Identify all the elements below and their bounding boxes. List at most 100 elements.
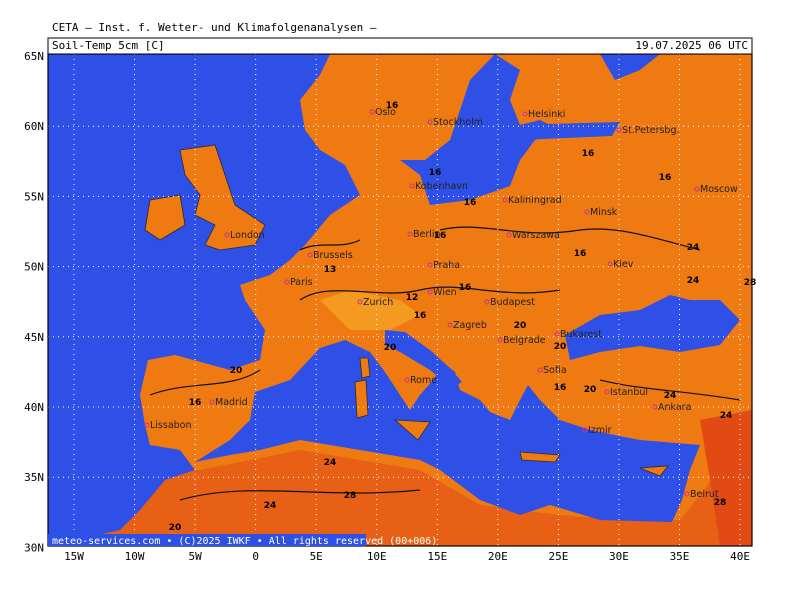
lat-label: 55N [24,190,44,203]
city-marker [484,299,490,305]
contour-label: 24 [687,276,700,286]
great-britain [179,144,266,251]
contour-label: 20 [514,321,527,331]
city-label: Istanbul [610,387,648,398]
contour-label: 16 [574,249,587,259]
city-label: Moscow [700,184,738,195]
city-label: Budapest [490,297,535,308]
title-bar [47,37,753,55]
lon-label: 25E [548,550,568,563]
contour-label: 24 [687,243,700,253]
lat-label: 45N [24,331,44,344]
contour-label: 12 [406,293,419,303]
contour-label: 16 [659,173,672,183]
contour-label: 24 [324,458,337,468]
city-label: Kaliningrad [508,195,562,206]
city-marker [684,491,690,497]
city-marker [584,209,590,215]
sicily [393,419,431,441]
city-marker [537,367,543,373]
contour-label: 24 [264,501,277,511]
city-label: Zurich [363,297,393,308]
white-sea [600,54,660,80]
lon-label: 10W [125,550,145,563]
seas [48,54,740,546]
city-label: Paris [290,277,313,288]
city-marker [409,183,415,189]
city-marker [224,232,230,238]
city-label: Lissabon [150,420,192,431]
contour-label: 24 [664,391,677,401]
alps [320,290,420,330]
city-marker [307,252,313,258]
city-marker [284,279,290,285]
contour-label: 20 [230,366,243,376]
contour-label: 16 [464,198,477,208]
contour-label: 20 [554,342,567,352]
title-left: Soil-Temp 5cm [C] [52,39,165,52]
city-label: Ankara [658,402,691,413]
contour-label: 16 [434,231,447,241]
lon-label: 15W [64,550,84,563]
contour-label: 16 [554,383,567,393]
city-label: Minsk [590,207,618,218]
city-label: Izmir [588,425,612,436]
city-label: Praha [433,260,460,271]
city-marker [369,109,375,115]
contour-label: 16 [386,101,399,111]
lat-label: 30N [24,541,44,554]
city-label: St.Petersbg. [622,125,680,136]
city-marker [427,262,433,268]
crete [519,451,561,463]
city-marker [404,377,410,383]
city-label: London [230,230,265,241]
city-marker [604,389,610,395]
contour-label: 13 [324,265,337,275]
contour-label: 16 [189,398,202,408]
islands [144,144,669,477]
lon-label: 10E [367,550,387,563]
mediterranean [195,340,700,522]
city-label: Belgrade [503,335,546,346]
city-label: Oslo [375,107,396,118]
city-marker [407,231,413,237]
city-marker [427,289,433,295]
city-marker [616,127,622,133]
contour-label: 20 [384,343,397,353]
city-marker [497,337,503,343]
contour-label: 28 [744,278,757,288]
lat-label: 50N [24,261,44,274]
city-label: Kobenhavn [415,181,468,192]
cities: London Paris Brussels Oslo Stockholm Helsinki… [144,107,738,500]
city-marker [652,404,658,410]
city-marker [427,119,433,125]
contour-label: 28 [344,491,357,501]
footer-bg [48,534,366,546]
isotherms [149,226,741,501]
lon-label: 5E [310,550,323,563]
lon-label: 40E [730,550,750,563]
lat-label: 60N [24,120,44,133]
contour-label: 20 [584,385,597,395]
city-marker [502,197,508,203]
graticule [48,54,752,546]
black-sea [565,295,740,360]
lon-label: 0 [252,550,259,563]
city-marker [209,399,215,405]
cyprus [639,465,669,477]
city-marker [582,427,588,433]
city-marker [554,331,560,337]
ireland [144,194,186,241]
city-label: Wien [433,287,457,298]
city-label: Berlin [413,229,441,240]
footer: meteo-services.com • (C)2025 IWKF • All … [52,536,437,547]
sardinia [354,379,369,419]
lon-label: 30E [609,550,629,563]
lat-label: 40N [24,401,44,414]
map: London Paris Brussels Oslo Stockholm Helsinki… [47,53,757,547]
city-label: Warszawa [512,230,560,241]
gulf-of-finland [510,122,620,140]
city-marker [447,322,453,328]
